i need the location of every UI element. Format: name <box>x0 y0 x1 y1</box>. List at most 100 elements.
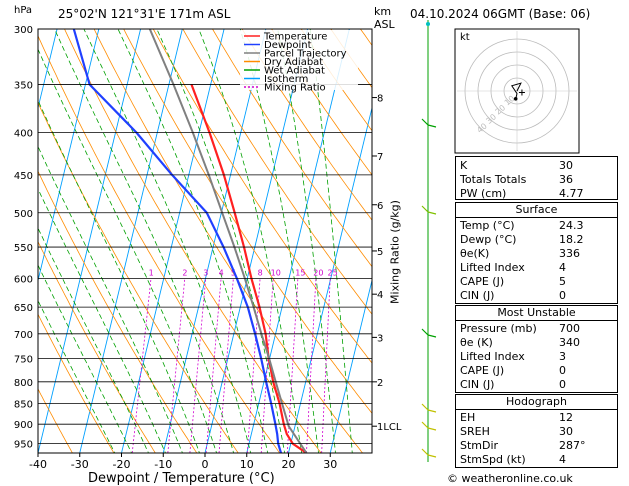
surface-cin-label: CIN (J) <box>460 288 495 302</box>
pressure-tick-label: 800 <box>14 378 33 389</box>
mixing-ratio-line <box>306 278 317 453</box>
mixing-ratio-label: 25 <box>328 268 338 277</box>
stmdir-value: 287° <box>559 438 586 452</box>
pressure-tick-label: 600 <box>14 274 33 285</box>
stmspd-label: StmSpd (kt) <box>460 452 526 466</box>
hodograph-table: Hodograph EH 12 SREH 30 StmDir 287° StmSpd … <box>455 394 618 468</box>
temp-tick-label: 10 <box>240 458 254 471</box>
km-tick-label: 2 <box>377 378 383 389</box>
km-tick-label: 5 <box>377 247 383 258</box>
mixing-ratio-label: 2 <box>182 268 187 277</box>
km-tick-label: 4 <box>377 290 383 301</box>
pressure-tick-label: 750 <box>14 355 33 366</box>
surface-title: Surface <box>515 203 558 216</box>
wind-barb <box>421 328 437 338</box>
legend-entry: Parcel Trajectory <box>264 49 347 60</box>
isotherm-line <box>38 29 100 283</box>
dry-adiabat-line <box>271 29 372 176</box>
km-tick-label: 1LCL <box>377 422 402 433</box>
surface-li-label: Lifted Index <box>460 260 525 274</box>
surface-li-value: 4 <box>559 260 566 274</box>
surface-cape-value: 5 <box>559 274 566 288</box>
eh-label: EH <box>460 410 476 424</box>
k-index-label: K <box>460 158 468 172</box>
x-axis-label: Dewpoint / Temperature (°C) <box>88 471 275 486</box>
wet-adiabat-line <box>38 145 189 453</box>
legend-entry: Dewpoint <box>264 40 312 51</box>
dry-adiabat-line <box>38 240 156 453</box>
wind-barb <box>421 403 437 413</box>
wet-adiabat-line <box>38 299 122 453</box>
mixing-ratio-label: 3 <box>203 268 208 277</box>
dry-adiabat-line <box>152 29 372 364</box>
mu-cin-label: CIN (J) <box>460 377 495 391</box>
temp-tick-label: 30 <box>323 458 337 471</box>
wet-adiabat-line <box>309 29 356 453</box>
surface-dewp-value: 18.2 <box>559 232 584 246</box>
isotherm-line <box>246 29 350 453</box>
pw-value: 4.77 <box>559 186 584 200</box>
temp-tick-label: -20 <box>113 458 131 471</box>
legend-entry: Dry Adiabat <box>264 57 323 68</box>
mu-pressure-value: 700 <box>559 321 580 335</box>
wind-barb <box>421 421 437 431</box>
mixing-ratio-line <box>205 278 222 453</box>
wet-adiabat-line <box>38 48 222 453</box>
km-tick-label: 3 <box>377 333 383 344</box>
wet-adiabat-line <box>239 29 322 453</box>
stmspd-value: 4 <box>559 452 566 466</box>
pressure-tick-label: 350 <box>14 80 33 91</box>
mu-li-label: Lifted Index <box>460 349 525 363</box>
isotherm-line <box>162 29 267 453</box>
temp-tick-label: 20 <box>282 458 296 471</box>
wet-adiabat-line <box>38 264 139 453</box>
totals-totals-value: 36 <box>559 172 573 186</box>
mixing-ratio-label: 15 <box>295 268 305 277</box>
km-tick-label: 8 <box>377 94 383 105</box>
mu-cape-label: CAPE (J) <box>460 363 505 377</box>
stmdir-label: StmDir <box>460 438 499 452</box>
legend-entry: Isotherm <box>264 74 308 85</box>
asl-label: ASL <box>374 18 395 31</box>
pressure-tick-label: 950 <box>14 440 33 451</box>
pressure-tick-label: 450 <box>14 171 33 182</box>
pressure-tick-label: 700 <box>14 330 33 341</box>
mixing-ratio-line <box>189 278 207 453</box>
legend-entry: Temperature <box>263 32 327 43</box>
pressure-tick-label: 850 <box>14 400 33 411</box>
copyright-footer[interactable]: © weatheronline.co.uk <box>447 472 573 485</box>
sreh-label: SREH <box>460 424 490 438</box>
legend-entry: Wet Adiabat <box>264 66 325 77</box>
isotherm-line <box>38 29 142 453</box>
dry-adiabat-line <box>38 388 73 453</box>
k-index-value: 30 <box>559 158 573 172</box>
wet-adiabat-line <box>277 29 339 453</box>
isotherm-line <box>288 105 372 453</box>
surface-cape-label: CAPE (J) <box>460 274 505 288</box>
pressure-unit-label: hPa <box>14 5 33 16</box>
mixing-ratio-line <box>167 278 186 453</box>
temp-tick-label: 0 <box>202 458 209 471</box>
isotherm-line <box>38 29 58 110</box>
wet-adiabat-line <box>156 29 289 453</box>
legend-box <box>240 30 358 90</box>
dry-adiabat-line <box>38 170 198 453</box>
temp-tick-label: -40 <box>29 458 47 471</box>
mu-cin-value: 0 <box>559 377 566 391</box>
isotherm-line <box>121 29 225 453</box>
wet-adiabat-line <box>38 227 155 453</box>
surface-cin-value: 0 <box>559 288 566 302</box>
wet-adiabat-line <box>38 99 205 453</box>
wet-adiabat-line <box>38 188 172 453</box>
surface-temp-value: 24.3 <box>559 218 584 232</box>
mu-thetae-label: θe (K) <box>460 335 493 349</box>
dry-adiabat-line <box>38 35 281 453</box>
wind-barb <box>421 205 437 215</box>
pressure-tick-label: 500 <box>14 209 33 220</box>
km-tick-label: 6 <box>377 201 383 212</box>
km-label: km <box>374 5 392 18</box>
most-unstable-table: Most Unstable Pressure (mb) 700 θe (K) 340… <box>455 305 618 393</box>
series-parcel-trajectory <box>148 29 308 453</box>
mu-pressure-label: Pressure (mb) <box>460 321 537 335</box>
